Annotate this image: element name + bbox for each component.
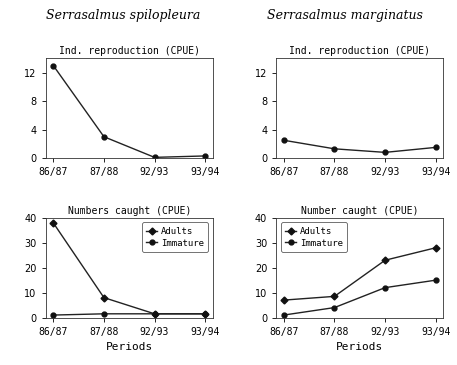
Line: Immature: Immature bbox=[51, 311, 207, 318]
Text: Serrasalmus spilopleura: Serrasalmus spilopleura bbox=[46, 9, 201, 22]
Title: Ind. reproduction (CPUE): Ind. reproduction (CPUE) bbox=[59, 46, 200, 56]
Immature bbox=[332, 306, 337, 310]
Immature bbox=[202, 312, 208, 316]
Immature bbox=[152, 312, 157, 316]
Legend: Adults, Immature: Adults, Immature bbox=[142, 222, 208, 252]
Adults bbox=[383, 258, 388, 262]
X-axis label: Periods: Periods bbox=[106, 342, 153, 352]
Adults bbox=[152, 312, 157, 316]
Adults bbox=[101, 295, 106, 300]
Adults bbox=[202, 312, 208, 316]
Adults bbox=[433, 246, 438, 250]
Immature bbox=[433, 278, 438, 283]
Text: Serrasalmus marginatus: Serrasalmus marginatus bbox=[267, 9, 423, 22]
Line: Immature: Immature bbox=[282, 278, 438, 318]
Title: Numbers caught (CPUE): Numbers caught (CPUE) bbox=[68, 206, 191, 216]
Immature bbox=[101, 312, 106, 316]
Title: Ind. reproduction (CPUE): Ind. reproduction (CPUE) bbox=[289, 46, 430, 56]
Immature bbox=[281, 313, 287, 317]
Immature bbox=[51, 313, 56, 317]
Adults bbox=[281, 298, 287, 302]
Line: Adults: Adults bbox=[282, 245, 438, 303]
Immature bbox=[383, 285, 388, 290]
Line: Adults: Adults bbox=[51, 220, 207, 316]
Title: Number caught (CPUE): Number caught (CPUE) bbox=[301, 206, 419, 216]
X-axis label: Periods: Periods bbox=[336, 342, 383, 352]
Adults bbox=[51, 221, 56, 225]
Legend: Adults, Immature: Adults, Immature bbox=[281, 222, 347, 252]
Adults bbox=[332, 294, 337, 299]
